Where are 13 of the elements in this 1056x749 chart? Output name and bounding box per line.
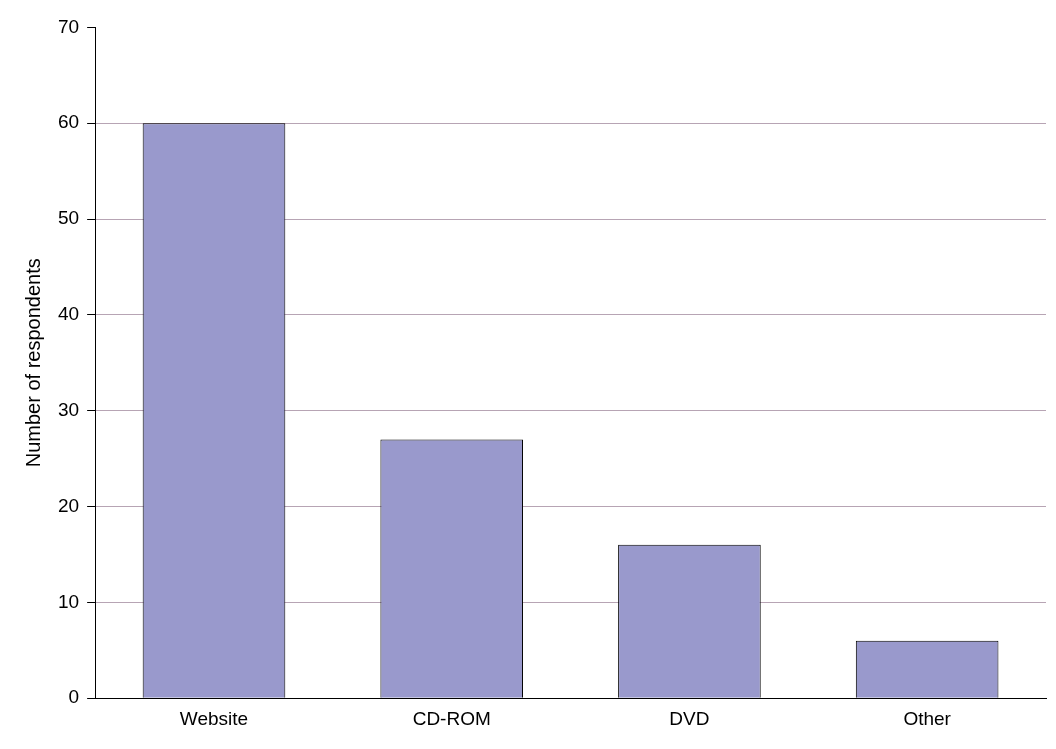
y-tick-label: 50 (57, 207, 80, 229)
y-tick-label: 30 (57, 398, 80, 420)
y-tick-label: 70 (57, 15, 80, 37)
y-tick-label: 0 (68, 686, 80, 708)
y-tick-label: 60 (57, 111, 80, 133)
y-tick-label: 10 (57, 590, 80, 612)
x-tick-label: CD-ROM (412, 707, 491, 729)
y-tick-label: 40 (57, 303, 80, 325)
x-tick-label: DVD (669, 707, 710, 729)
x-tick-label: Website (179, 707, 249, 729)
x-tick-label: Other (903, 707, 952, 729)
y-axis-title: Number of respondents (21, 258, 44, 468)
y-tick-label: 20 (57, 494, 80, 516)
